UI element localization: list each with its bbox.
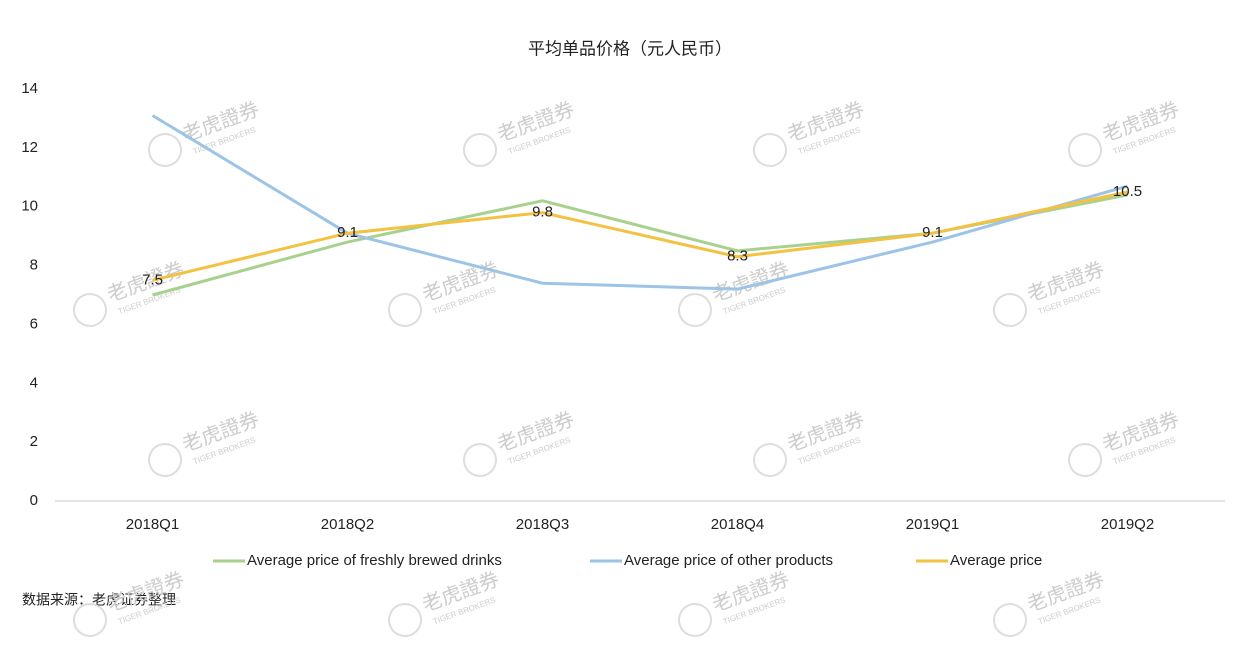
y-tick-label: 4 <box>30 374 38 391</box>
legend-label: Average price <box>950 552 1042 569</box>
x-tick-label: 2019Q1 <box>906 516 959 533</box>
y-tick-label: 10 <box>21 198 38 215</box>
x-tick-label: 2018Q1 <box>126 516 179 533</box>
watermark-logo <box>463 133 497 167</box>
data-label: 7.5 <box>142 271 163 288</box>
legend-label: Average price of other products <box>624 552 833 569</box>
watermark-logo <box>993 293 1027 327</box>
watermark-logo <box>73 603 107 637</box>
watermark-logo <box>678 603 712 637</box>
y-tick-label: 8 <box>30 257 38 274</box>
y-tick-label: 2 <box>30 433 38 450</box>
watermark-logo <box>993 603 1027 637</box>
data-label: 9.1 <box>337 224 358 241</box>
y-tick-label: 6 <box>30 315 38 332</box>
data-label: 9.1 <box>922 224 943 241</box>
x-tick-label: 2018Q4 <box>711 516 764 533</box>
watermark-logo <box>148 133 182 167</box>
series-line <box>152 190 1128 282</box>
data-label: 8.3 <box>727 248 748 265</box>
series-line <box>151 114 1128 291</box>
x-tick-label: 2018Q2 <box>321 516 374 533</box>
y-tick-label: 12 <box>21 139 38 156</box>
watermark-logo <box>388 603 422 637</box>
watermark-logo <box>73 293 107 327</box>
watermark-logo <box>753 443 787 477</box>
watermark-logo <box>1068 443 1102 477</box>
watermark-logo <box>1068 133 1102 167</box>
chart-title: 平均单品价格（元人民币） <box>528 39 732 58</box>
watermark-logo <box>753 133 787 167</box>
data-label: 10.5 <box>1113 183 1142 200</box>
x-tick-label: 2018Q3 <box>516 516 569 533</box>
data-label: 9.8 <box>532 204 553 221</box>
watermark-logo <box>678 293 712 327</box>
watermark-logo <box>388 293 422 327</box>
watermark-logo <box>463 443 497 477</box>
legend-label: Average price of freshly brewed drinks <box>247 552 502 569</box>
y-tick-label: 0 <box>30 492 38 509</box>
x-tick-label: 2019Q2 <box>1101 516 1154 533</box>
watermark-logo <box>148 443 182 477</box>
source-note: 数据来源：老虎证券整理 <box>22 592 176 608</box>
y-tick-label: 14 <box>21 80 38 97</box>
